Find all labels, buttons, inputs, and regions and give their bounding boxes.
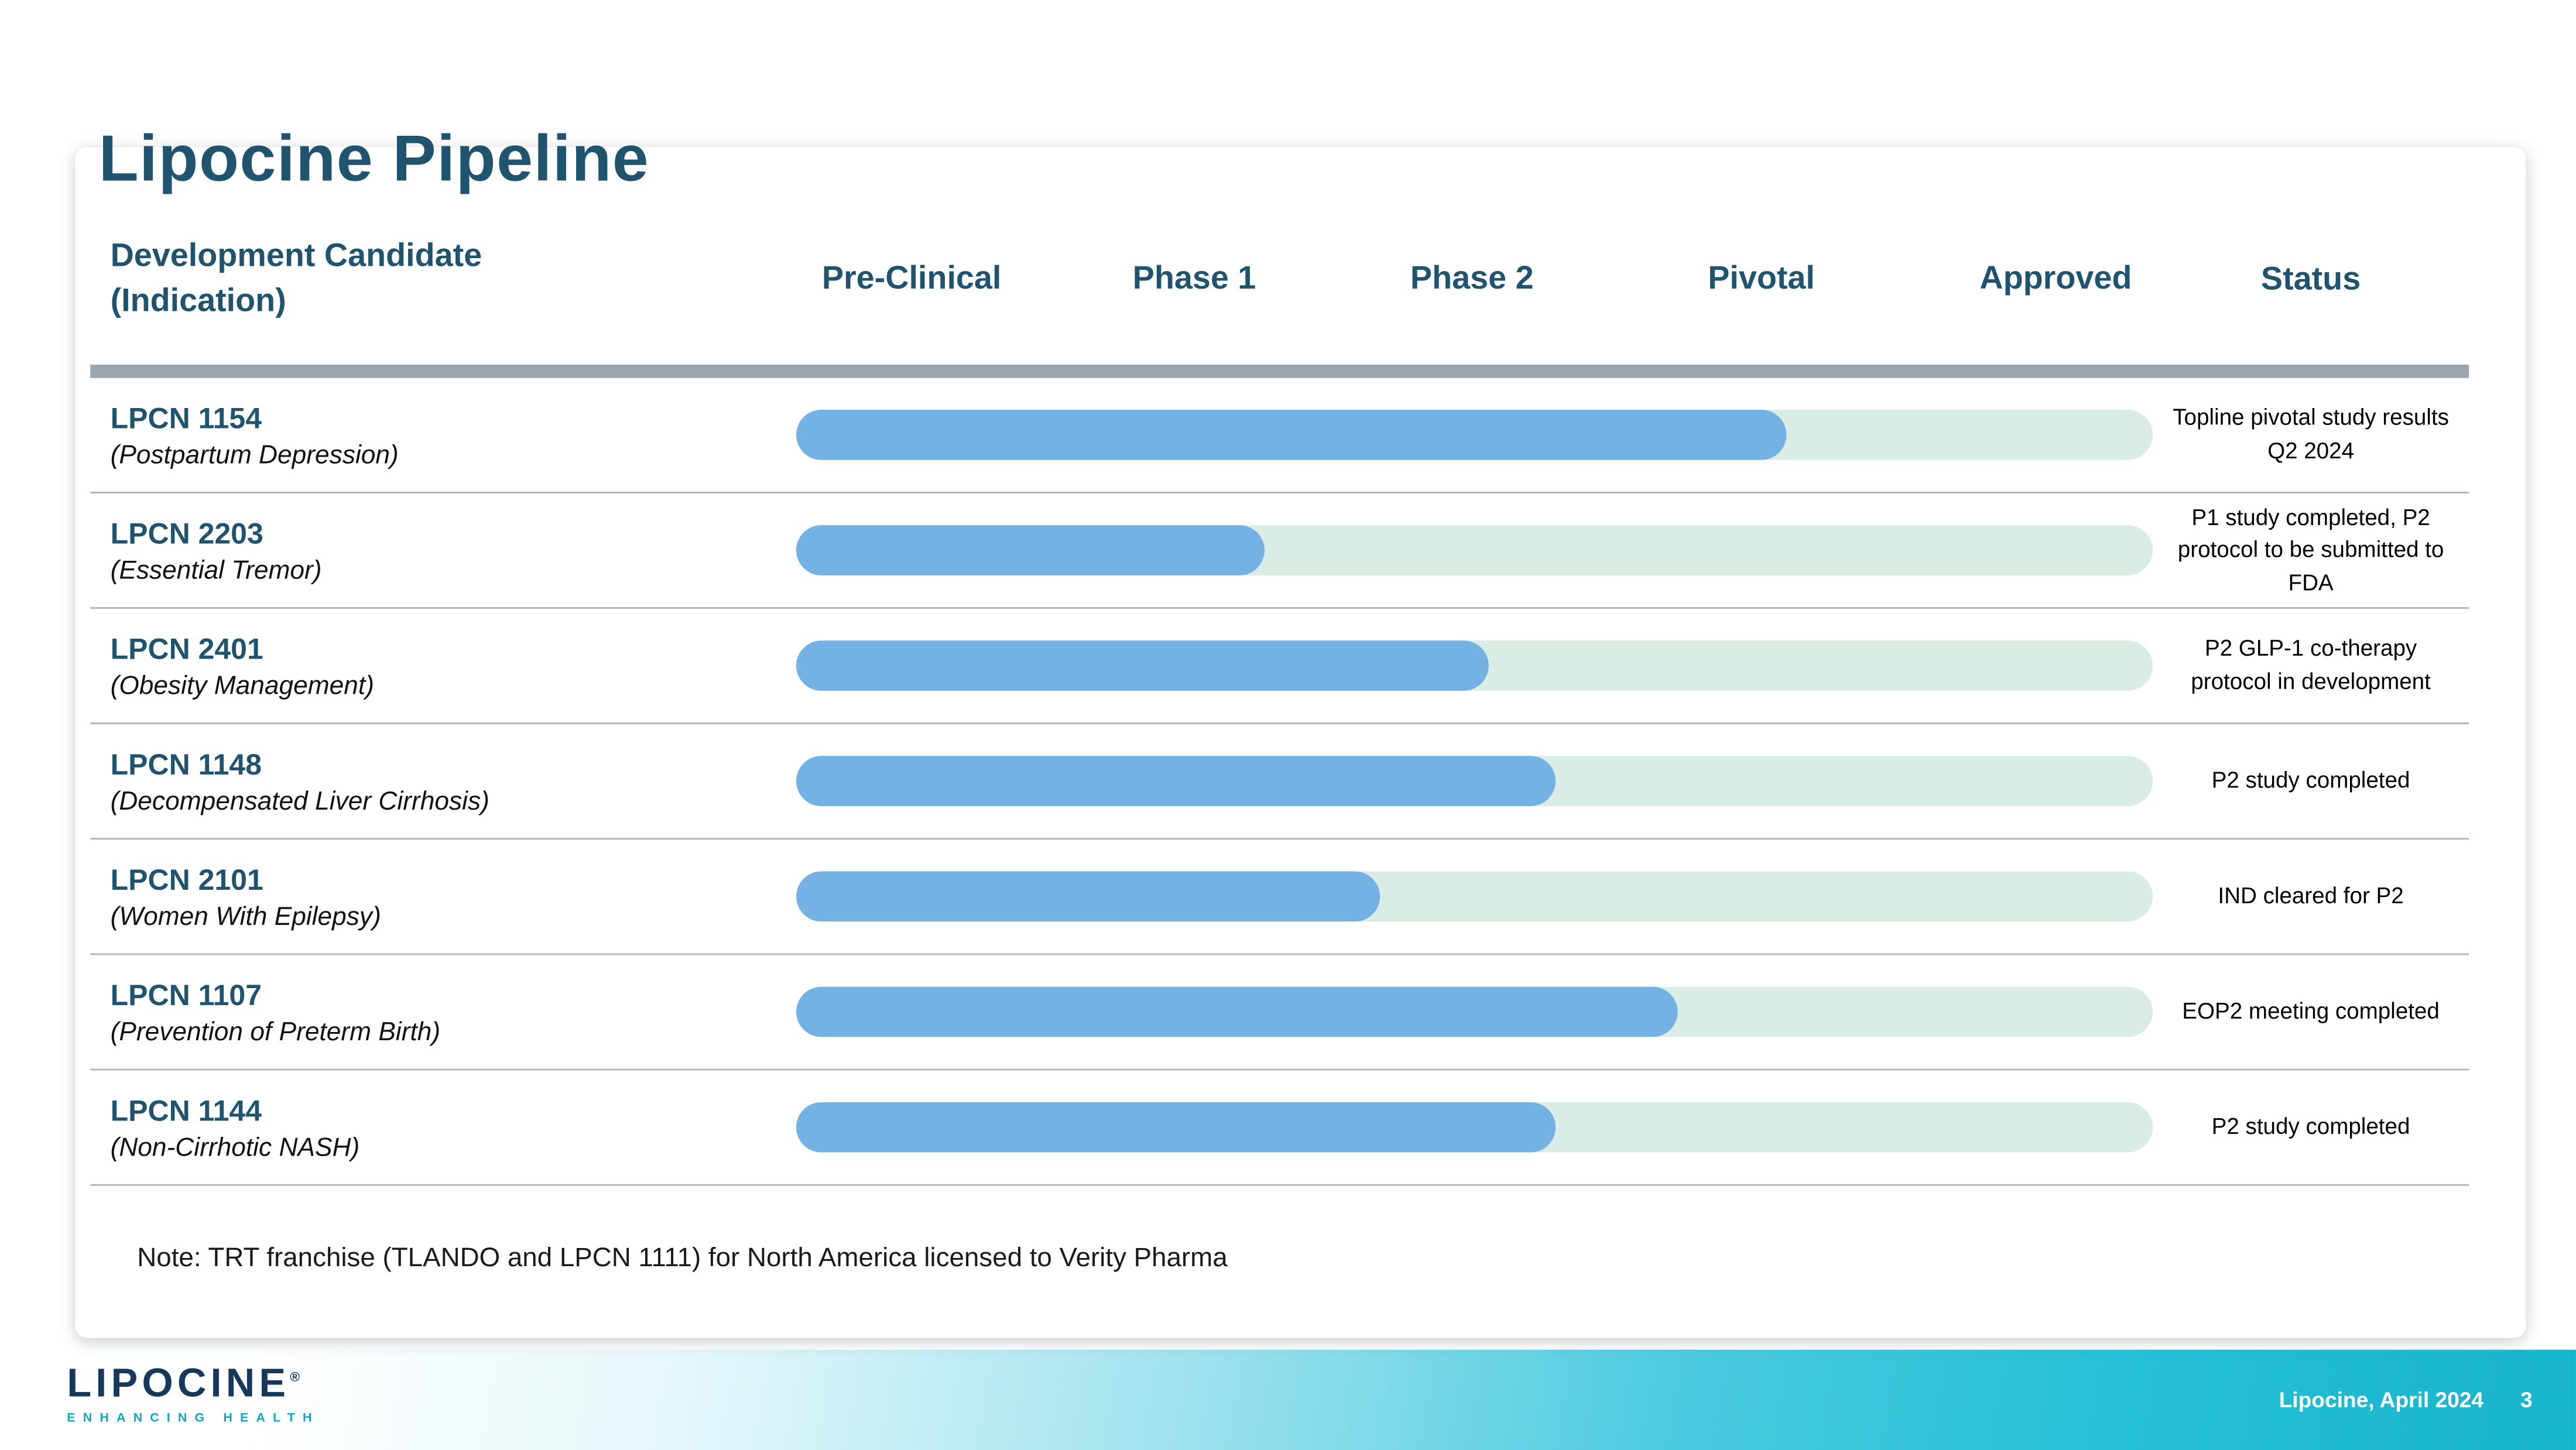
progress-track	[796, 409, 2153, 460]
progress-fill	[796, 525, 1265, 575]
progress-fill	[796, 640, 1488, 691]
progress-track	[796, 986, 2153, 1037]
header-divider-bar	[90, 364, 2469, 378]
progress-cell	[796, 871, 2153, 922]
status-column-header: Status	[2260, 260, 2361, 297]
table-row: LPCN 1107 (Prevention of Preterm Birth) …	[90, 955, 2469, 1071]
candidate-indication: (Essential Tremor)	[110, 556, 322, 585]
candidate-indication: (Women With Epilepsy)	[110, 902, 381, 931]
candidate-indication: (Prevention of Preterm Birth)	[110, 1017, 441, 1047]
status-text: P2 study completed	[2211, 768, 2410, 793]
progress-fill	[796, 871, 1380, 922]
footer-bar: LIPOCINE® ENHANCING HEALTH Lipocine, Apr…	[0, 1349, 2576, 1450]
status-text: P1 study completed, P2 protocol to be su…	[2177, 504, 2444, 595]
progress-track	[796, 525, 2153, 575]
progress-fill	[796, 986, 1678, 1037]
column-header-preclinical: Pre-Clinical	[821, 260, 1002, 297]
candidate-name: LPCN 2101	[110, 862, 263, 896]
pipeline-table: Development Candidate (Indication) Pre-C…	[90, 147, 2469, 1186]
pipeline-panel: Development Candidate (Indication) Pre-C…	[75, 147, 2526, 1338]
progress-fill	[796, 1102, 1556, 1153]
phase-column-headers: Pre-Clinical Phase 1 Phase 2 Pivotal App…	[796, 234, 2153, 324]
candidate-name: LPCN 1107	[110, 977, 262, 1012]
progress-track	[796, 640, 2153, 691]
lipocine-logo: LIPOCINE® ENHANCING HEALTH	[67, 1361, 320, 1425]
candidate-name: LPCN 1148	[110, 746, 262, 780]
column-header-phase1: Phase 1	[1132, 260, 1256, 297]
progress-cell	[796, 409, 2153, 460]
table-row: LPCN 2101 (Women With Epilepsy) IND clea…	[90, 839, 2469, 955]
column-header-phase2: Phase 2	[1410, 260, 1534, 297]
candidate-name: LPCN 2203	[110, 516, 263, 550]
candidate-column-header: Development Candidate (Indication)	[111, 234, 796, 324]
candidate-cell: LPCN 2401 (Obesity Management)	[111, 628, 796, 704]
candidate-header-line1: Development Candidate	[110, 237, 482, 275]
table-row: LPCN 2203 (Essential Tremor) P1 study co…	[90, 493, 2469, 609]
progress-fill	[796, 756, 1556, 807]
candidate-cell: LPCN 1144 (Non-Cirrhotic NASH)	[111, 1089, 796, 1165]
progress-cell	[796, 756, 2153, 807]
candidate-name: LPCN 2401	[110, 631, 263, 665]
progress-track	[796, 871, 2153, 922]
table-header-row: Development Candidate (Indication) Pre-C…	[90, 147, 2469, 324]
status-text: EOP2 meeting completed	[2182, 999, 2440, 1024]
progress-cell	[796, 640, 2153, 691]
page-number: 3	[2520, 1387, 2533, 1413]
status-text: IND cleared for P2	[2218, 883, 2404, 909]
footer-date: Lipocine, April 2024	[2279, 1387, 2484, 1413]
status-text: Topline pivotal study results Q2 2024	[2173, 405, 2449, 464]
registered-mark-icon: ®	[290, 1369, 300, 1385]
progress-cell	[796, 1102, 2153, 1153]
table-row: LPCN 1154 (Postpartum Depression) Toplin…	[90, 378, 2469, 493]
candidate-cell: LPCN 1148 (Decompensated Liver Cirrhosis…	[111, 743, 796, 819]
logo-text: LIPOCINE	[67, 1361, 290, 1407]
progress-track	[796, 756, 2153, 807]
footer-meta: Lipocine, April 2024 3	[2279, 1387, 2533, 1413]
column-header-approved: Approved	[1979, 260, 2132, 297]
table-row: LPCN 2401 (Obesity Management) P2 GLP-1 …	[90, 609, 2469, 725]
candidate-name: LPCN 1154	[110, 400, 262, 434]
table-row: LPCN 1148 (Decompensated Liver Cirrhosis…	[90, 724, 2469, 840]
footnote: Note: TRT franchise (TLANDO and LPCN 111…	[137, 1244, 1228, 1273]
logo-tagline: ENHANCING HEALTH	[67, 1410, 320, 1425]
status-text: P2 GLP-1 co-therapy protocol in developm…	[2191, 636, 2431, 694]
candidate-cell: LPCN 1107 (Prevention of Preterm Birth)	[111, 974, 796, 1050]
candidate-header-line2: (Indication)	[110, 282, 286, 320]
status-text: P2 study completed	[2211, 1114, 2410, 1140]
candidate-cell: LPCN 2101 (Women With Epilepsy)	[111, 859, 796, 934]
progress-fill	[796, 409, 1787, 460]
logo-wordmark: LIPOCINE®	[67, 1361, 319, 1407]
table-row: LPCN 1144 (Non-Cirrhotic NASH) P2 study …	[90, 1071, 2469, 1186]
candidate-name: LPCN 1144	[110, 1093, 262, 1127]
progress-cell	[796, 525, 2153, 575]
column-header-pivotal: Pivotal	[1708, 260, 1815, 297]
page-title: Lipocine Pipeline	[98, 124, 650, 196]
candidate-cell: LPCN 1154 (Postpartum Depression)	[111, 397, 796, 473]
progress-track	[796, 1102, 2153, 1153]
candidate-cell: LPCN 2203 (Essential Tremor)	[111, 513, 796, 588]
candidate-indication: (Obesity Management)	[110, 671, 375, 700]
candidate-indication: (Decompensated Liver Cirrhosis)	[110, 787, 489, 815]
candidate-indication: (Non-Cirrhotic NASH)	[110, 1133, 360, 1162]
candidate-indication: (Postpartum Depression)	[110, 440, 399, 469]
progress-cell	[796, 986, 2153, 1037]
